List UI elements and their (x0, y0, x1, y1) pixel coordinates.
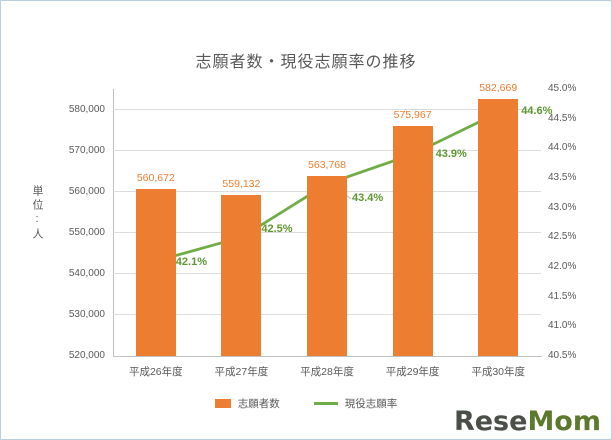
right-axis-tick-label: 43.0% (548, 201, 577, 213)
left-axis-tick-label: 540,000 (68, 267, 105, 279)
line-value-label: 42.5% (261, 223, 293, 236)
right-axis-tick-label: 44.5% (548, 112, 577, 124)
bar (307, 176, 347, 356)
line-value-label: 43.9% (435, 148, 467, 161)
gridline (113, 109, 541, 111)
watermark-part1: Rese (453, 406, 528, 437)
legend-item-applicants: 志願者数 (214, 396, 280, 411)
bar (392, 126, 433, 356)
line-value-label: 42.1% (175, 256, 207, 269)
bar-value-label: 560,672 (136, 171, 175, 184)
left-axis-tick-label: 530,000 (68, 308, 105, 320)
bar-value-label: 563,768 (308, 159, 346, 172)
left-axis-tick-label: 580,000 (68, 103, 105, 115)
x-axis-category-label: 平成26年度 (128, 366, 183, 378)
bar (221, 195, 262, 356)
legend-label-rate: 現役志願率 (344, 398, 398, 410)
left-axis-tick-label: 570,000 (68, 144, 105, 156)
right-axis-tick-label: 43.5% (548, 172, 577, 183)
bar-value-label: 559,132 (222, 178, 261, 191)
resemom-watermark: ReseMom (454, 406, 601, 437)
x-axis-category-label: 平成30年度 (471, 366, 526, 378)
gridline (113, 150, 541, 152)
legend-item-rate: 現役志願率 (313, 396, 398, 411)
line-value-label: 44.6% (521, 104, 553, 117)
right-axis-tick-label: 41.0% (548, 320, 577, 332)
left-axis-tick-label: 520,000 (68, 350, 105, 361)
right-axis-tick-label: 42.5% (548, 231, 577, 243)
right-axis-tick-label: 41.5% (548, 290, 577, 302)
right-axis-tick-label: 40.5% (548, 350, 577, 361)
left-axis-title: 単位:人 (31, 185, 43, 242)
x-axis-category-label: 平成28年度 (300, 366, 354, 378)
right-axis-tick-label: 42.0% (548, 261, 577, 272)
bar (478, 98, 519, 356)
legend-bar-swatch (214, 399, 231, 408)
right-axis-tick-label: 45.0% (548, 83, 577, 94)
bar-value-label: 575,967 (393, 109, 432, 122)
legend: 志願者数 現役志願率 (1, 396, 611, 411)
plot-area (113, 89, 542, 357)
x-axis-category-label: 平成29年度 (385, 366, 440, 378)
chart-title: 志願者数・現役志願率の推移 (195, 54, 417, 71)
legend-label-applicants: 志願者数 (237, 398, 280, 410)
bar (135, 188, 176, 356)
line-value-label: 43.4% (352, 191, 384, 204)
bar-value-label: 582,669 (479, 81, 518, 94)
right-axis-tick-label: 44.0% (548, 142, 577, 154)
left-axis-tick-label: 550,000 (68, 226, 105, 238)
legend-line-swatch (313, 402, 338, 405)
x-axis-category-label: 平成27年度 (214, 366, 269, 378)
watermark-part2: Mom (527, 406, 601, 437)
left-axis-tick-label: 560,000 (68, 185, 105, 197)
